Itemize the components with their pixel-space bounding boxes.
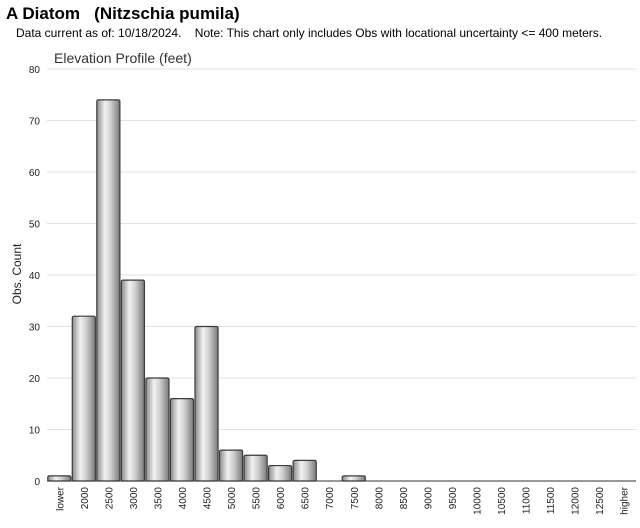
chart-container: 0 10 20 30 40 50 60 70 80 lower 2000 2500 3000 3500 40… (0, 44, 640, 523)
x-tick-label: 7000 (325, 487, 336, 510)
x-tick-label: lower (55, 486, 66, 511)
x-tick-label: 11500 (546, 487, 557, 515)
bar (169, 398, 195, 482)
x-tick-label: 8500 (399, 487, 410, 510)
x-tick-label: 5500 (252, 487, 263, 510)
y-tick-label: 30 (29, 323, 41, 334)
bar (218, 449, 244, 482)
page-title: A Diatom (Nitzschia pumila) (6, 4, 240, 23)
bar (120, 279, 146, 482)
x-tick-label: 3500 (153, 487, 164, 510)
x-tick-label: higher (620, 486, 631, 514)
x-tick-label: 12000 (571, 487, 582, 515)
y-tick-label: 70 (29, 117, 41, 128)
bar (292, 459, 317, 482)
y-tick-label: 20 (29, 374, 41, 385)
x-tick-label: 4500 (203, 487, 214, 510)
y-tick-label: 60 (29, 168, 41, 179)
x-tick-label: 12500 (595, 487, 606, 515)
y-tick-label: 0 (34, 477, 40, 488)
axes: 0 10 20 30 40 50 60 70 80 lower 2000 2500 3000 3500 40… (29, 65, 636, 515)
x-tick-label: 11000 (522, 487, 533, 515)
chart-title: Elevation Profile (feet) (54, 50, 192, 66)
x-tick-label: 4000 (178, 487, 189, 510)
y-tick-label: 10 (29, 426, 41, 437)
y-tick-label: 40 (29, 271, 41, 282)
bar-group (47, 99, 366, 482)
bar (243, 454, 268, 482)
x-tick-label: 9500 (448, 487, 459, 510)
x-tick-label: 9000 (423, 487, 434, 510)
bar (47, 475, 72, 482)
bar (145, 377, 170, 482)
x-tick-label: 2000 (80, 487, 91, 510)
x-tick-label: 8000 (374, 487, 385, 510)
x-tick-label: 3000 (129, 487, 140, 510)
x-tick-label: 6000 (276, 487, 287, 510)
y-tick-label: 80 (29, 65, 41, 76)
grid-lines (47, 68, 636, 430)
x-tick-label: 10000 (472, 487, 483, 515)
x-tick-label: 6500 (301, 487, 312, 510)
bar (71, 315, 96, 482)
y-axis-label: Obs. Count (10, 243, 24, 304)
bar (96, 99, 121, 482)
bar (341, 475, 366, 482)
x-tick-label: 2500 (104, 487, 115, 510)
x-tick-label: 7500 (350, 487, 361, 510)
bar (268, 464, 293, 482)
x-tick-label: 5000 (227, 487, 238, 510)
x-tick-label: 10500 (497, 487, 508, 515)
data-note: Data current as of: 10/18/2024. Note: Th… (16, 26, 603, 40)
y-tick-label: 50 (29, 220, 41, 231)
bar (194, 325, 219, 482)
elevation-chart: 0 10 20 30 40 50 60 70 80 lower 2000 2500 3000 3500 40… (10, 50, 636, 515)
